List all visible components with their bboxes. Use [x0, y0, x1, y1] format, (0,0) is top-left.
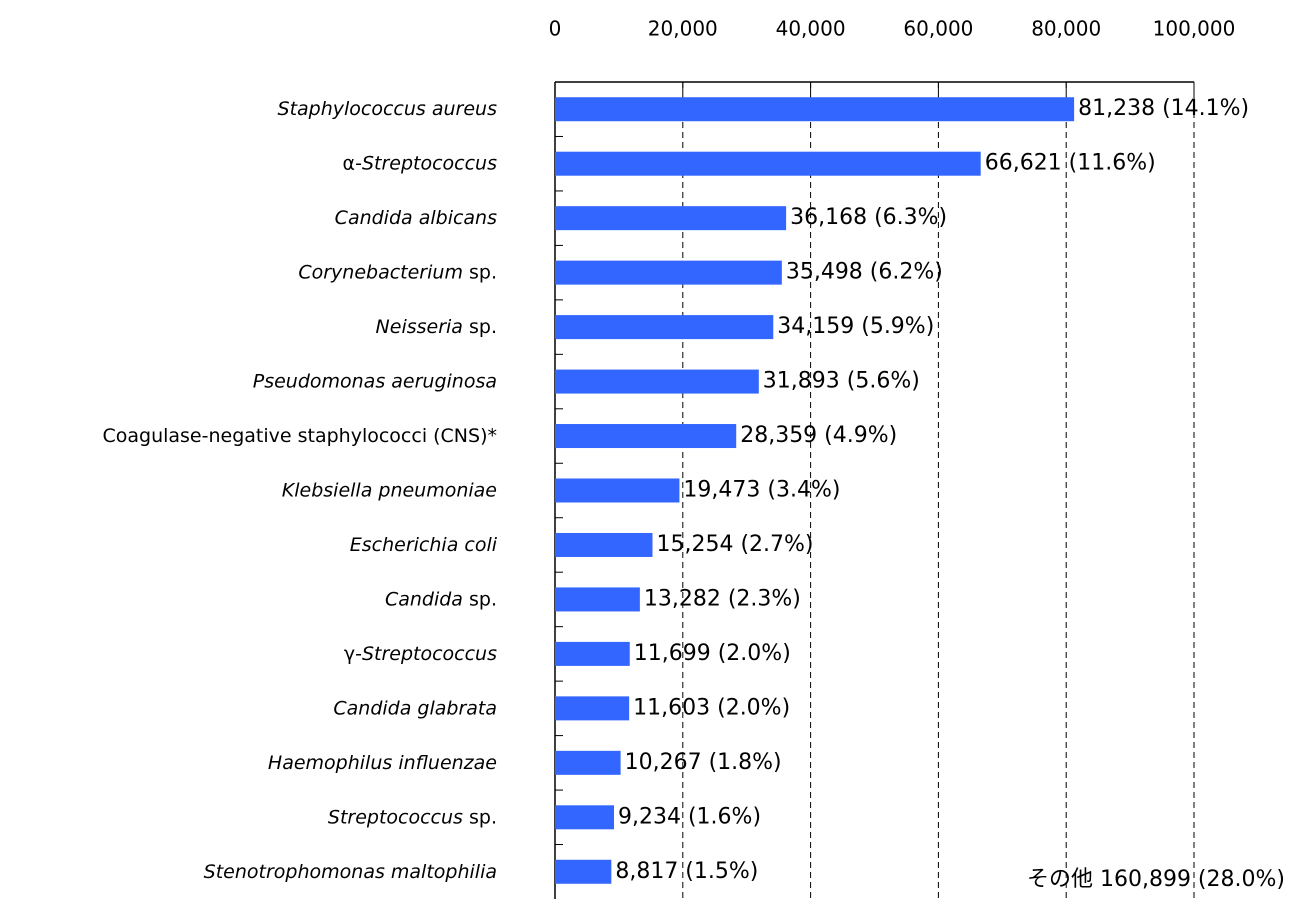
- value-label: 13,282 (2.3%): [644, 586, 801, 611]
- y-tick-label: Haemophilus influenzae: [268, 751, 497, 773]
- value-label: 81,238 (14.1%): [1078, 96, 1249, 121]
- y-tick-label: Candida glabrata: [333, 697, 497, 719]
- annotation: その他 160,899 (28.0%): [1027, 867, 1285, 892]
- x-tick-label: 60,000: [903, 17, 973, 41]
- bar: [555, 696, 630, 721]
- y-tick-label: Corynebacterium sp.: [298, 261, 497, 283]
- bar: [555, 97, 1075, 122]
- value-label: 8,817 (1.5%): [615, 859, 758, 884]
- bar: [555, 315, 774, 340]
- value-label: 9,234 (1.6%): [618, 804, 761, 829]
- x-tick-label: 100,000: [1153, 17, 1236, 41]
- y-tick-label: Staphylococcus aureus: [278, 98, 498, 120]
- y-tick-label: Klebsiella pneumoniae: [282, 479, 497, 501]
- y-tick-label: Streptococcus sp.: [328, 806, 497, 828]
- value-label: 10,267 (1.8%): [625, 750, 782, 775]
- bar: [555, 369, 759, 394]
- y-tick-label: α-Streptococcus: [343, 152, 498, 174]
- bar: [555, 424, 737, 449]
- bar: [555, 151, 981, 176]
- bar: [555, 859, 612, 884]
- y-tick-label: Stenotrophomonas maltophilia: [204, 860, 497, 882]
- value-label: 31,893 (5.6%): [763, 369, 920, 394]
- value-label: 66,621 (11.6%): [985, 151, 1156, 176]
- value-label: 36,168 (6.3%): [790, 205, 947, 230]
- bar: [555, 587, 640, 612]
- value-label: 15,254 (2.7%): [656, 532, 813, 557]
- y-tick-label: Escherichia coli: [350, 533, 498, 555]
- bar: [555, 805, 615, 830]
- y-tick-label: Neisseria sp.: [376, 316, 497, 338]
- bar: [555, 641, 630, 666]
- y-tick-label: Coagulase-negative staphylococci (CNS)*: [102, 425, 497, 447]
- x-tick-label: 20,000: [648, 17, 718, 41]
- value-label: 28,359 (4.9%): [740, 423, 897, 448]
- bar: [555, 206, 787, 231]
- bar: [555, 478, 680, 503]
- value-label: 34,159 (5.9%): [777, 314, 934, 339]
- value-label: 19,473 (3.4%): [683, 478, 840, 503]
- x-tick-label: 80,000: [1031, 17, 1101, 41]
- bar: [555, 750, 621, 775]
- y-tick-label: Candida sp.: [385, 588, 497, 610]
- value-label: 11,603 (2.0%): [633, 695, 790, 720]
- y-tick-label: Candida albicans: [335, 207, 497, 229]
- y-tick-label: γ-Streptococcus: [344, 642, 497, 664]
- value-label: 11,699 (2.0%): [634, 641, 791, 666]
- x-tick-label: 40,000: [776, 17, 846, 41]
- x-tick-label: 0: [549, 17, 562, 41]
- bar: [555, 260, 782, 285]
- y-tick-label: Pseudomonas aeruginosa: [253, 370, 497, 392]
- value-label: 35,498 (6.2%): [786, 260, 943, 285]
- bar: [555, 532, 653, 557]
